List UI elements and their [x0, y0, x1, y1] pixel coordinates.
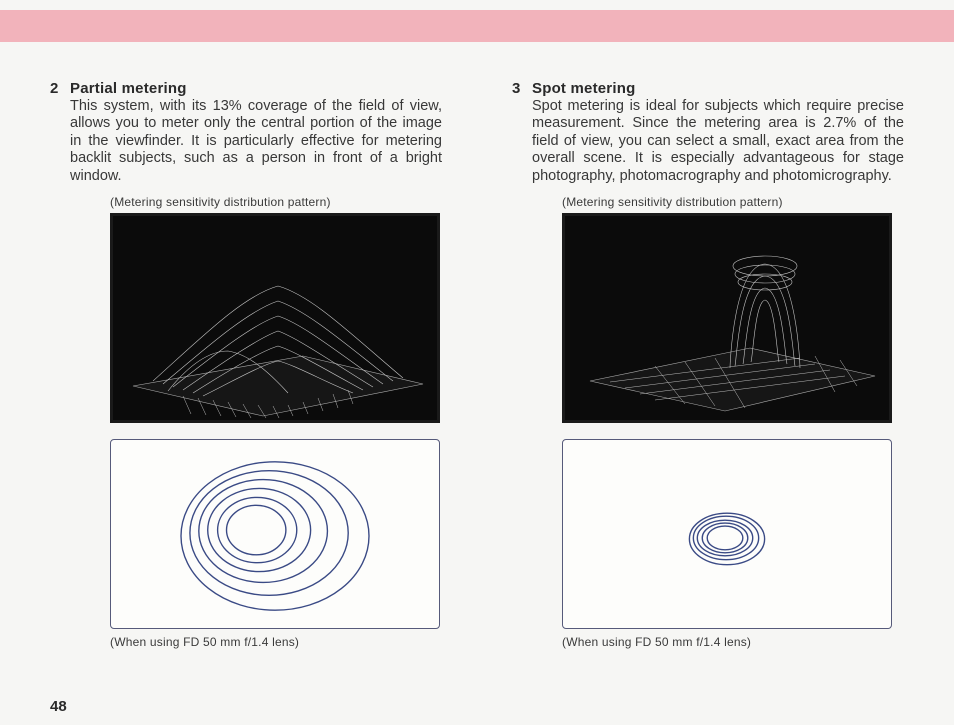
section-number: 2 [50, 80, 64, 97]
pattern-caption: (Metering sensitivity distribution patte… [562, 195, 904, 209]
section-number: 3 [512, 80, 526, 97]
section-description: Spot metering is ideal for subjects whic… [532, 98, 904, 185]
lens-caption: (When using FD 50 mm f/1.4 lens) [562, 635, 904, 649]
section-spot-metering: 3 Spot metering Spot metering is ideal f… [512, 80, 904, 725]
contour-diagram-spot [562, 439, 892, 629]
contour-diagram-partial [110, 439, 440, 629]
page-number: 48 [50, 698, 67, 715]
section-description: This system, with its 13% coverage of th… [70, 98, 442, 185]
heading-row: 3 Spot metering [512, 80, 904, 97]
top-color-band [0, 10, 954, 42]
sensitivity-pattern-partial [110, 213, 440, 423]
lens-caption: (When using FD 50 mm f/1.4 lens) [110, 635, 442, 649]
heading-row: 2 Partial metering [50, 80, 442, 97]
section-title: Spot metering [532, 80, 635, 97]
page-content: 2 Partial metering This system, with its… [0, 60, 954, 725]
section-title: Partial metering [70, 80, 187, 97]
sensitivity-pattern-spot [562, 213, 892, 423]
section-partial-metering: 2 Partial metering This system, with its… [50, 80, 442, 725]
pattern-caption: (Metering sensitivity distribution patte… [110, 195, 442, 209]
figure-area: (Metering sensitivity distribution patte… [562, 185, 904, 649]
figure-area: (Metering sensitivity distribution patte… [110, 185, 442, 649]
